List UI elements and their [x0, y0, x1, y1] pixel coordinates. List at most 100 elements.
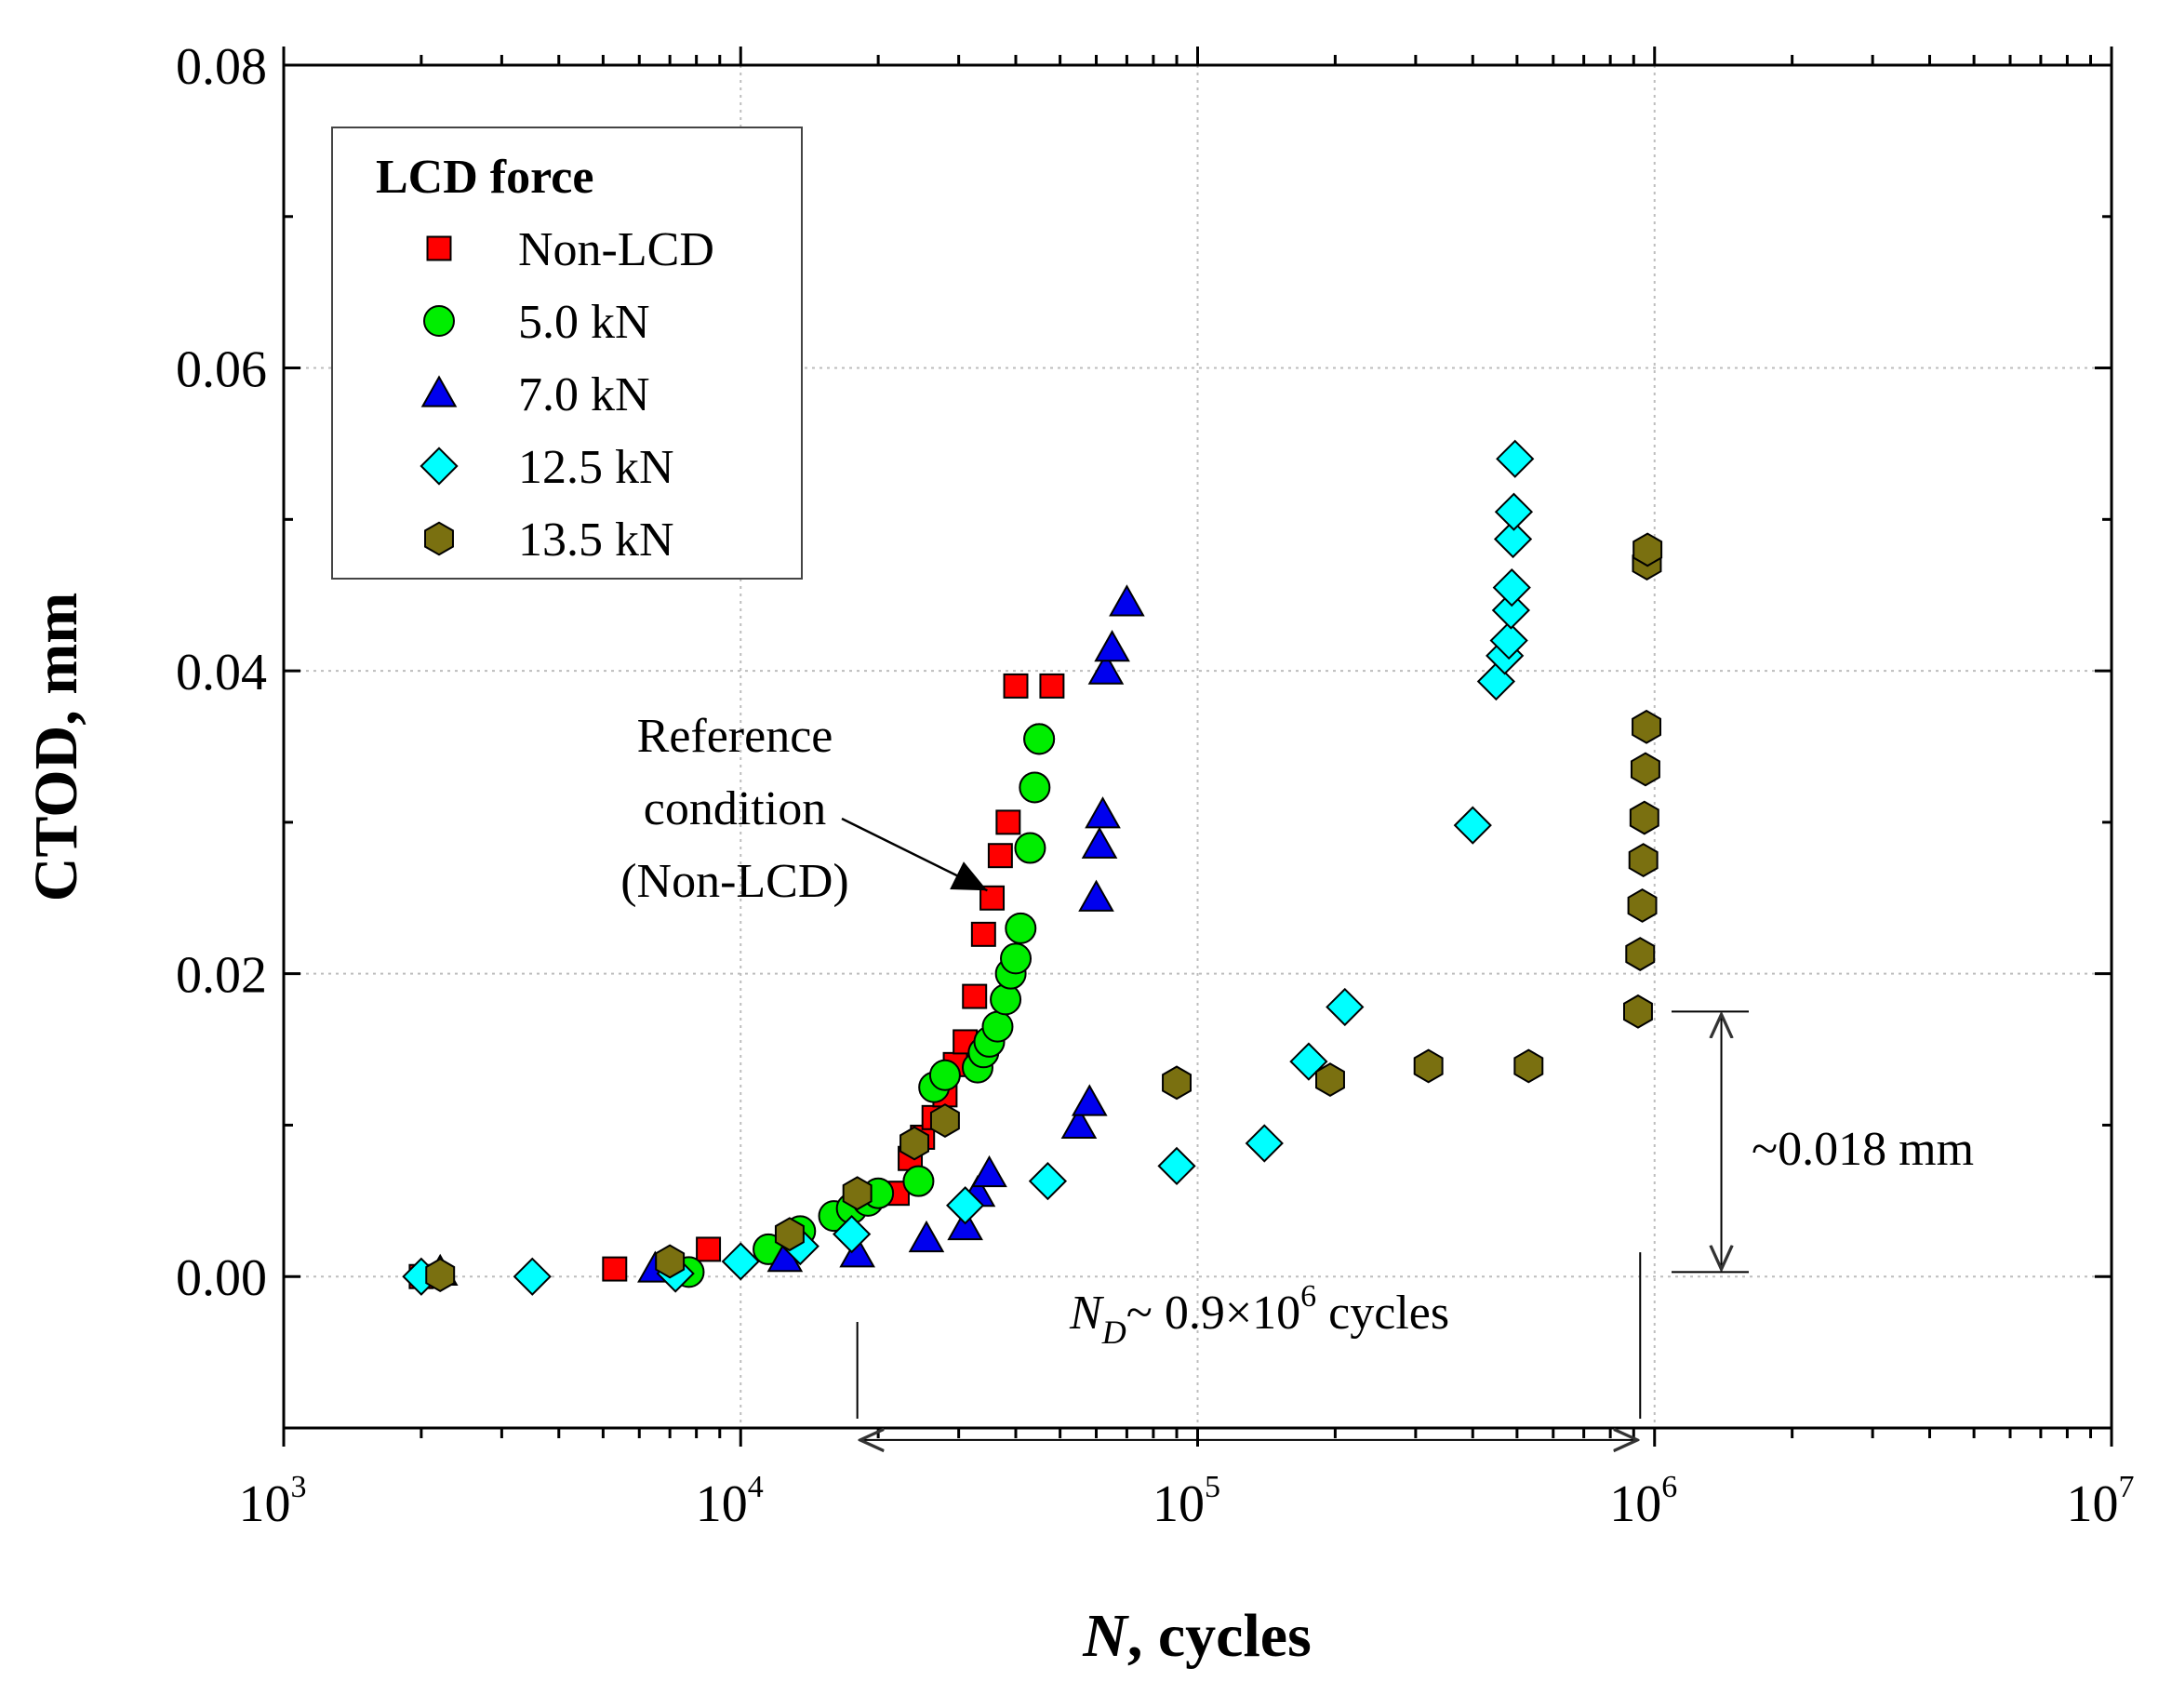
data-point-7-0-kn [1081, 826, 1118, 859]
data-point-12-5-kn [721, 1242, 760, 1281]
data-point-13-5-kn [1629, 800, 1659, 835]
data-point-7-0-kn [1078, 879, 1114, 912]
data-point-13-5-kn [1162, 1065, 1192, 1101]
legend-marker-5-0-kn [423, 305, 455, 337]
data-point-5-0-kn [990, 983, 1022, 1016]
legend-title: LCD force [376, 151, 593, 204]
data-point-non-lcd [995, 809, 1021, 835]
data-point-7-0-kn [908, 1220, 945, 1253]
data-point-5-0-kn [1005, 912, 1037, 944]
y-tick-label: 0.08 [176, 38, 267, 96]
x-tick-label: 104 [696, 1470, 764, 1533]
data-point-13-5-kn [774, 1217, 805, 1252]
legend-marker-7-0-kn [420, 375, 458, 407]
data-point-12-5-kn [1289, 1042, 1328, 1081]
annotations: Reference condition (Non-LCD) ND~ 0.9×106 c… [620, 710, 1974, 1440]
x-axis-title-italic: N [1082, 1602, 1129, 1670]
x-axis-title: N, cycles [1082, 1602, 1312, 1670]
legend-label-non-lcd: Non-LCD [518, 223, 714, 276]
data-point-13-5-kn [425, 1258, 456, 1293]
data-point-non-lcd [962, 983, 988, 1009]
y-tick-label: 0.00 [176, 1249, 267, 1307]
data-point-7-0-kn [1085, 796, 1121, 829]
data-point-13-5-kn [842, 1176, 873, 1211]
data-point-12-5-kn [1157, 1146, 1196, 1186]
y-tick-label: 0.02 [176, 947, 267, 1005]
data-points [402, 439, 1663, 1296]
data-point-13-5-kn [1628, 843, 1659, 878]
data-point-12-5-kn [1494, 492, 1534, 531]
data-point-13-5-kn [1630, 752, 1660, 787]
data-point-7-0-kn [1071, 1084, 1108, 1116]
data-point-12-5-kn [1028, 1162, 1068, 1201]
data-point-12-5-kn [1453, 806, 1492, 845]
x-axis-title-rest: , cycles [1127, 1602, 1312, 1670]
data-point-non-lcd [1003, 673, 1029, 699]
data-point-7-0-kn [947, 1208, 983, 1241]
series-12-5-kn [402, 439, 1535, 1296]
data-point-non-lcd [696, 1236, 722, 1262]
data-point-13-5-kn [1625, 937, 1656, 971]
data-point-5-0-kn [1019, 771, 1051, 804]
data-point-13-5-kn [655, 1244, 686, 1279]
data-point-non-lcd [1039, 673, 1065, 699]
data-point-5-0-kn [1014, 832, 1046, 864]
x-tick-label: 106 [1609, 1470, 1677, 1533]
data-point-12-5-kn [1245, 1124, 1284, 1163]
legend-label-13-5-kn: 13.5 kN [518, 514, 674, 567]
series-13-5-kn [425, 532, 1663, 1293]
data-point-12-5-kn [513, 1257, 552, 1296]
data-point-non-lcd [970, 921, 996, 947]
data-point-5-0-kn [981, 1010, 1014, 1043]
legend-label-7-0-kn: 7.0 kN [518, 368, 650, 421]
data-point-non-lcd [987, 843, 1013, 869]
data-point-non-lcd [602, 1256, 628, 1282]
data-point-5-0-kn [902, 1165, 935, 1197]
axes: 0.00 0.02 0.04 0.06 0.08 103 104 105 106 107 [176, 38, 2135, 1533]
reference-label-line: condition [644, 782, 826, 835]
legend: LCD force Non-LCD 5.0 kN 7.0 kN 12.5 kN 13.5 … [331, 127, 803, 580]
data-point-12-5-kn [1491, 591, 1530, 630]
data-point-13-5-kn [929, 1103, 960, 1138]
data-point-12-5-kn [1489, 620, 1528, 661]
x-tick-label: 107 [2067, 1470, 2135, 1533]
reference-label-line: Reference [637, 710, 833, 763]
legend-marker-non-lcd [426, 235, 452, 261]
data-point-13-5-kn [1632, 532, 1663, 567]
data-point-7-0-kn [971, 1154, 1007, 1188]
data-point-12-5-kn [1326, 987, 1365, 1027]
data-point-7-0-kn [1109, 584, 1145, 617]
data-point-12-5-kn [833, 1215, 872, 1254]
data-point-13-5-kn [1632, 709, 1662, 744]
data-point-13-5-kn [1513, 1048, 1544, 1084]
x-tick-label: 103 [239, 1470, 307, 1533]
nd-label: ND~ 0.9×106 cycles [1069, 1279, 1449, 1351]
reference-label-line: (Non-LCD) [620, 855, 849, 908]
data-point-13-5-kn [1315, 1062, 1345, 1098]
data-point-7-0-kn [839, 1235, 875, 1268]
data-point-5-0-kn [1000, 942, 1033, 975]
ctod-label: ~0.018 mm [1752, 1123, 1974, 1176]
data-point-7-0-kn [1087, 652, 1125, 685]
legend-marker-13-5-kn [424, 521, 454, 556]
data-point-12-5-kn [946, 1186, 985, 1225]
data-point-13-5-kn [1627, 887, 1658, 923]
y-tick-label: 0.04 [176, 644, 267, 701]
y-axis-title: CTOD, mm [22, 593, 90, 901]
legend-label-12-5-kn: 12.5 kN [518, 441, 674, 494]
data-point-12-5-kn [1476, 661, 1516, 701]
data-point-7-0-kn [1094, 630, 1130, 662]
legend-label-5-0-kn: 5.0 kN [518, 296, 650, 349]
legend-marker-12-5-kn [420, 447, 459, 486]
legend-box [331, 127, 803, 580]
data-point-13-5-kn [1413, 1048, 1444, 1084]
data-point-5-0-kn [1023, 723, 1056, 755]
reference-arrow [841, 817, 988, 892]
data-point-13-5-kn [899, 1126, 929, 1161]
data-point-12-5-kn [1492, 567, 1531, 607]
data-point-13-5-kn [1622, 994, 1653, 1029]
data-point-5-0-kn [928, 1059, 961, 1091]
x-tick-label: 105 [1153, 1470, 1220, 1533]
data-point-12-5-kn [1496, 439, 1535, 478]
